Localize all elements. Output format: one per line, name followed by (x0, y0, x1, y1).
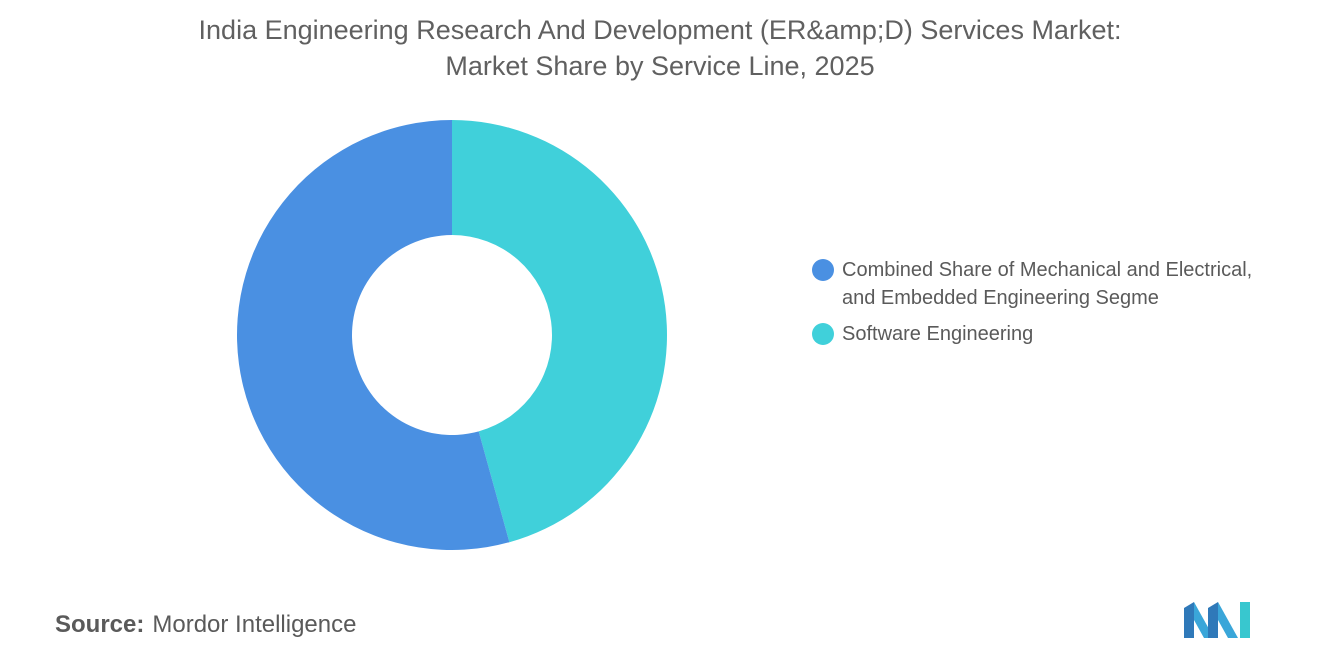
chart-title-line-2: Market Share by Service Line, 2025 (445, 51, 875, 81)
legend-label: Software Engineering (842, 323, 1034, 345)
source-label: Source: (55, 611, 145, 638)
legend-label: Combined Share of Mechanical and Electri… (842, 259, 1253, 309)
chart-title: India Engineering Research And Developme… (60, 12, 1260, 84)
source-note: Source: Mordor Intelligence (55, 611, 356, 639)
legend-item: Software Engineering (812, 320, 1282, 348)
mordor-intelligence-logo-icon (1184, 602, 1250, 638)
chart-legend: Combined Share of Mechanical and Electri… (812, 256, 1282, 356)
donut-slice (452, 120, 667, 543)
legend-swatch (812, 259, 834, 281)
donut-slice (236, 120, 510, 551)
legend-swatch (812, 323, 834, 345)
source-value: Mordor Intelligence (152, 611, 357, 638)
chart-title-line-1: India Engineering Research And Developme… (198, 15, 1122, 45)
legend-item: Combined Share of Mechanical and Electri… (812, 256, 1282, 312)
